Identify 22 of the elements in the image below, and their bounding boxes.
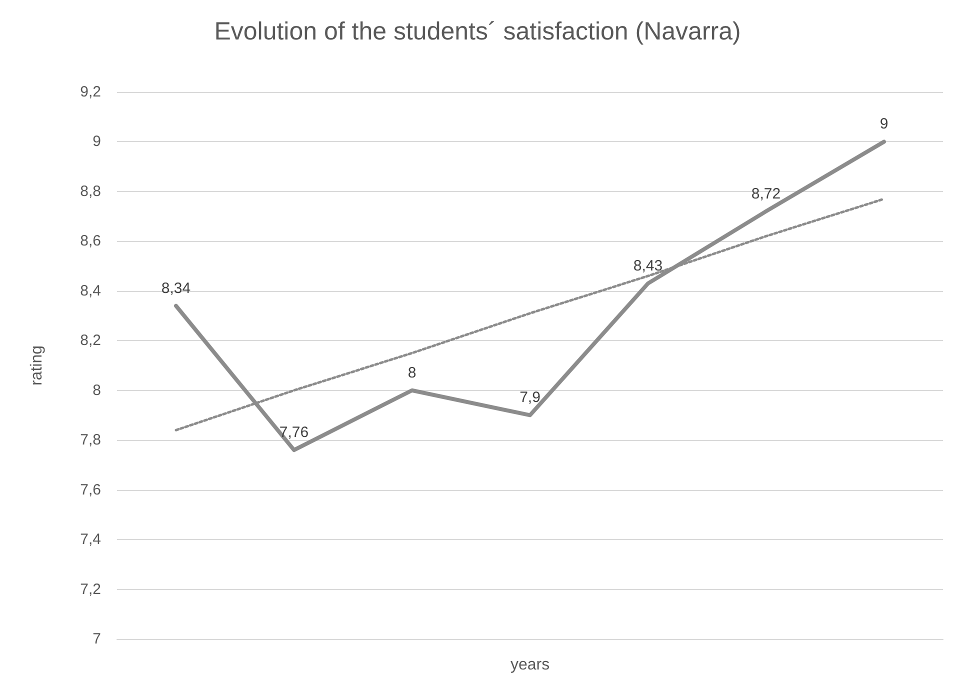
y-axis-title: rating [28, 345, 46, 386]
data-label: 8 [408, 364, 416, 382]
y-tick-label: 8,8 [80, 182, 101, 200]
y-tick-label: 7,4 [80, 531, 101, 548]
data-label: 7,76 [279, 424, 309, 442]
chart-title: Evolution of the students´ satisfaction (Navarra) [214, 18, 741, 46]
data-label: 8,43 [633, 257, 663, 274]
data-label: 9 [880, 116, 888, 133]
data-label: 7,9 [520, 389, 540, 406]
y-tick-label: 8,6 [80, 232, 101, 250]
data-label: 8,34 [161, 280, 191, 297]
y-tick-label: 7,8 [80, 432, 101, 449]
y-tick-label: 9 [92, 133, 101, 150]
y-tick-label: 7,2 [80, 580, 101, 598]
data-label: 8,72 [751, 185, 781, 202]
x-axis-title: years [510, 656, 550, 674]
y-tick-label: 8 [92, 382, 101, 399]
y-tick-label: 9,2 [80, 84, 101, 100]
y-tick-label: 7 [92, 630, 101, 648]
y-tick-label: 8,2 [80, 332, 101, 350]
y-tick-label: 8,4 [80, 282, 101, 300]
y-tick-label: 7,6 [80, 481, 101, 498]
